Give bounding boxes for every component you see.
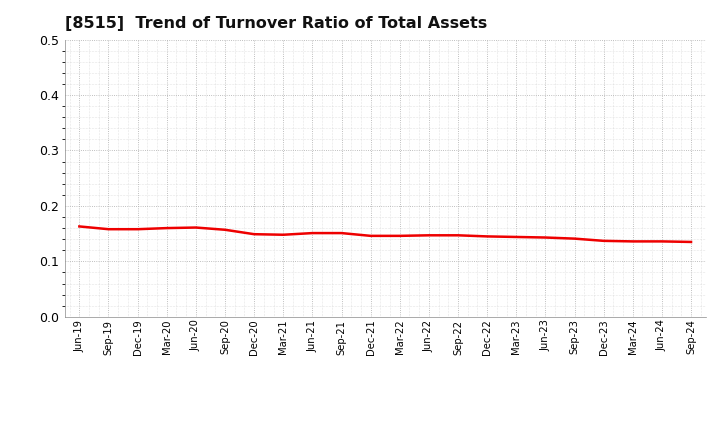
Text: [8515]  Trend of Turnover Ratio of Total Assets: [8515] Trend of Turnover Ratio of Total … (65, 16, 487, 32)
